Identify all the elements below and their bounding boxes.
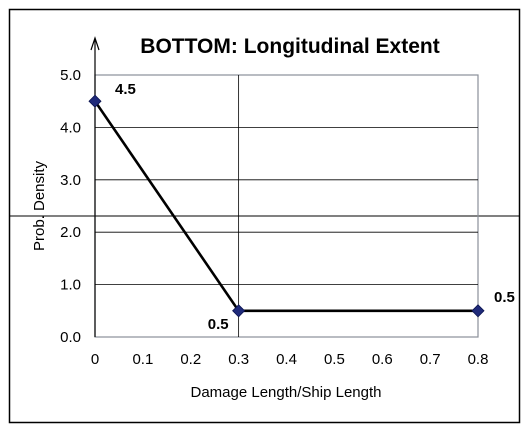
data-point-marker (471, 304, 485, 318)
y-axis-label: Prob. Density (31, 160, 48, 251)
x-tick-label: 0 (91, 351, 99, 368)
data-label: 0.5 (494, 289, 515, 306)
x-tick-label: 0.1 (132, 351, 153, 368)
y-tick-label: 3.0 (60, 172, 81, 189)
x-tick-label: 0.6 (372, 351, 393, 368)
y-tick-label: 4.0 (60, 119, 81, 136)
x-tick-label: 0.8 (468, 351, 489, 368)
plot-area: 0 0.1 0.2 0.3 0.4 0.5 0.6 0.7 0.8 0.0 1.0 2.0 3.0 4.0… (60, 36, 515, 368)
data-label: 4.5 (115, 81, 136, 98)
x-tick-label: 0.3 (228, 351, 249, 368)
y-axis-arrow (90, 36, 100, 51)
y-tick-label: 0.0 (60, 329, 81, 346)
x-tick-label: 0.2 (180, 351, 201, 368)
data-point-marker (88, 94, 102, 108)
y-tick-label: 2.0 (60, 224, 81, 241)
data-point-marker (232, 304, 246, 318)
x-axis-label: Damage Length/Ship Length (191, 384, 382, 401)
x-tick-label: 0.5 (324, 351, 345, 368)
x-tick-label: 0.7 (420, 351, 441, 368)
x-tick-label: 0.4 (276, 351, 297, 368)
y-tick-label: 5.0 (60, 67, 81, 84)
y-tick-label: 1.0 (60, 277, 81, 294)
data-label: 0.5 (208, 316, 229, 333)
chart-title: BOTTOM: Longitudinal Extent (140, 35, 439, 58)
